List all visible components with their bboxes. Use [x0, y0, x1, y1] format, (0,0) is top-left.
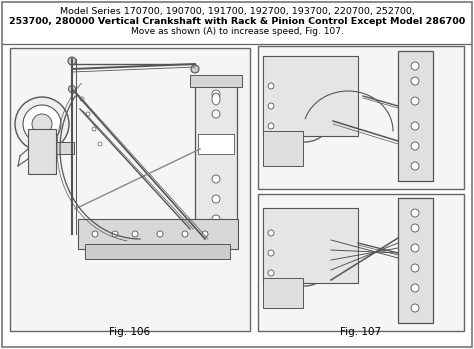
- Circle shape: [92, 231, 98, 237]
- Text: 253700, 280000 Vertical Crankshaft with Rack & Pinion Control Except Model 28670: 253700, 280000 Vertical Crankshaft with …: [9, 17, 465, 26]
- Bar: [258, 194, 464, 331]
- Bar: [263, 131, 303, 166]
- Circle shape: [98, 142, 102, 146]
- Circle shape: [411, 224, 419, 232]
- Text: Move as shown (A) to increase speed, Fig. 107.: Move as shown (A) to increase speed, Fig…: [130, 27, 344, 36]
- Circle shape: [69, 86, 75, 92]
- Bar: [10, 48, 250, 331]
- Circle shape: [268, 270, 274, 276]
- Circle shape: [182, 231, 188, 237]
- Bar: [263, 278, 303, 308]
- Circle shape: [68, 57, 76, 65]
- Circle shape: [202, 231, 208, 237]
- Bar: [263, 56, 358, 136]
- Circle shape: [191, 65, 199, 73]
- Circle shape: [268, 250, 274, 256]
- Circle shape: [277, 86, 333, 142]
- Circle shape: [112, 231, 118, 237]
- Bar: [398, 51, 433, 181]
- Circle shape: [411, 62, 419, 70]
- Bar: [195, 79, 237, 234]
- Bar: [398, 198, 433, 323]
- Circle shape: [23, 105, 61, 143]
- Circle shape: [86, 112, 90, 116]
- Circle shape: [212, 175, 220, 183]
- Circle shape: [268, 83, 274, 89]
- Circle shape: [279, 234, 331, 286]
- Circle shape: [80, 97, 84, 101]
- Bar: [56, 142, 74, 154]
- Bar: [78, 219, 238, 249]
- Circle shape: [268, 230, 274, 236]
- Circle shape: [296, 251, 314, 269]
- Circle shape: [212, 110, 220, 118]
- Circle shape: [411, 304, 419, 312]
- Circle shape: [411, 244, 419, 252]
- Circle shape: [411, 209, 419, 217]
- Circle shape: [268, 123, 274, 129]
- Circle shape: [411, 122, 419, 130]
- Circle shape: [411, 162, 419, 170]
- Bar: [85, 244, 230, 259]
- Circle shape: [212, 195, 220, 203]
- Text: Fig. 107: Fig. 107: [340, 327, 382, 337]
- Circle shape: [287, 242, 323, 278]
- Ellipse shape: [212, 93, 220, 105]
- Bar: [258, 46, 464, 189]
- Circle shape: [411, 77, 419, 85]
- Circle shape: [15, 97, 69, 151]
- Bar: [263, 208, 358, 283]
- Circle shape: [411, 264, 419, 272]
- Circle shape: [32, 114, 52, 134]
- Bar: [190, 75, 242, 87]
- Circle shape: [411, 97, 419, 105]
- Circle shape: [132, 231, 138, 237]
- Circle shape: [411, 142, 419, 150]
- Text: Fig. 106: Fig. 106: [109, 327, 151, 337]
- Circle shape: [286, 95, 324, 133]
- Text: Model Series 170700, 190700, 191700, 192700, 193700, 220700, 252700,: Model Series 170700, 190700, 191700, 192…: [60, 7, 414, 16]
- Circle shape: [92, 127, 96, 131]
- Circle shape: [212, 215, 220, 223]
- Circle shape: [157, 231, 163, 237]
- Bar: [28, 129, 56, 174]
- Circle shape: [295, 104, 315, 124]
- Circle shape: [411, 284, 419, 292]
- Bar: [198, 134, 234, 154]
- Circle shape: [212, 90, 220, 98]
- Circle shape: [268, 103, 274, 109]
